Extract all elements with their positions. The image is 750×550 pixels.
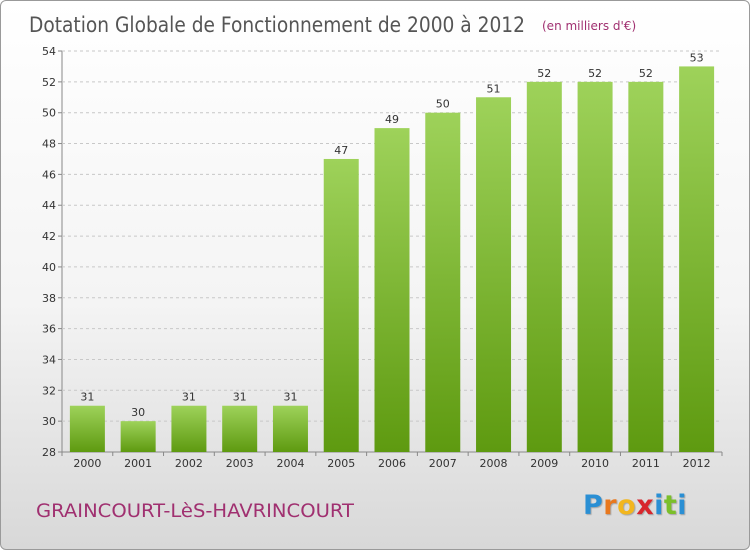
logo-letter: r	[603, 490, 618, 521]
logo-letter: x	[636, 490, 655, 521]
y-tick-label: 50	[42, 107, 56, 120]
bar	[323, 158, 359, 452]
bar-value-label: 31	[182, 391, 196, 404]
bar-value-label: 31	[283, 391, 297, 404]
bar	[425, 112, 461, 452]
proxiti-logo: Proxiti	[583, 490, 687, 521]
x-tick-label: 2007	[429, 457, 457, 470]
bar-value-label: 49	[385, 113, 399, 126]
x-tick-label: 2010	[581, 457, 609, 470]
bar-value-label: 52	[588, 67, 602, 80]
x-axis: 2000 2001 2002 2003 2004 2005 2006 2007 2008 2009…	[61, 452, 723, 470]
y-tick-label: 46	[42, 168, 56, 181]
bar	[120, 421, 156, 452]
unit-note: (en milliers d'€)	[542, 19, 636, 33]
bar	[628, 81, 664, 452]
logo-letter: t	[663, 490, 678, 521]
y-tick-label: 44	[42, 199, 56, 212]
logo-letter: P	[583, 490, 604, 521]
logo-letter: o	[617, 490, 637, 521]
bar	[526, 81, 562, 452]
chart-title: Dotation Globale de Fonctionnement de 20…	[29, 13, 525, 37]
y-tick-label: 30	[42, 415, 56, 428]
bar-value-label: 30	[131, 406, 145, 419]
bar	[222, 405, 258, 452]
bars: 31 30 31 31 31 47 49 50 51 52 52 52 53	[69, 51, 715, 453]
bar-value-label: 52	[537, 67, 551, 80]
y-tick-label: 28	[42, 446, 56, 459]
x-tick-label: 2001	[124, 457, 152, 470]
x-tick-label: 2011	[632, 457, 660, 470]
bar-value-label: 50	[436, 98, 450, 111]
x-tick-label: 2002	[175, 457, 203, 470]
bar	[171, 405, 207, 452]
bar-value-label: 51	[487, 82, 501, 95]
bar	[374, 128, 410, 452]
y-tick-label: 34	[42, 353, 56, 366]
y-axis: 28 30 32 34 36 38 40 42 44 46 48 50 52 54	[42, 45, 62, 459]
bar	[272, 405, 308, 452]
x-tick-label: 2005	[327, 457, 355, 470]
bar-value-label: 47	[334, 144, 348, 157]
bar-value-label: 53	[690, 51, 704, 64]
logo-letter: i	[654, 490, 664, 521]
bar-value-label: 31	[80, 391, 94, 404]
y-tick-label: 32	[42, 384, 56, 397]
y-tick-label: 40	[42, 261, 56, 274]
x-tick-label: 2006	[378, 457, 406, 470]
x-tick-label: 2009	[530, 457, 558, 470]
bar-value-label: 31	[233, 391, 247, 404]
commune-name: GRAINCOURT-LèS-HAVRINCOURT	[36, 500, 354, 522]
bar	[577, 81, 613, 452]
y-tick-label: 52	[42, 76, 56, 89]
y-tick-label: 36	[42, 323, 56, 336]
bar	[679, 66, 715, 452]
x-tick-label: 2008	[480, 457, 508, 470]
x-tick-label: 2000	[73, 457, 101, 470]
x-tick-label: 2003	[226, 457, 254, 470]
logo-letter: i	[677, 490, 688, 521]
y-tick-label: 54	[42, 45, 56, 58]
y-tick-label: 48	[42, 138, 56, 151]
x-tick-label: 2012	[683, 457, 711, 470]
bar-value-label: 52	[639, 67, 653, 80]
y-tick-label: 38	[42, 292, 56, 305]
bar	[69, 405, 105, 452]
x-tick-label: 2004	[276, 457, 304, 470]
y-tick-label: 42	[42, 230, 56, 243]
bar	[476, 97, 512, 453]
